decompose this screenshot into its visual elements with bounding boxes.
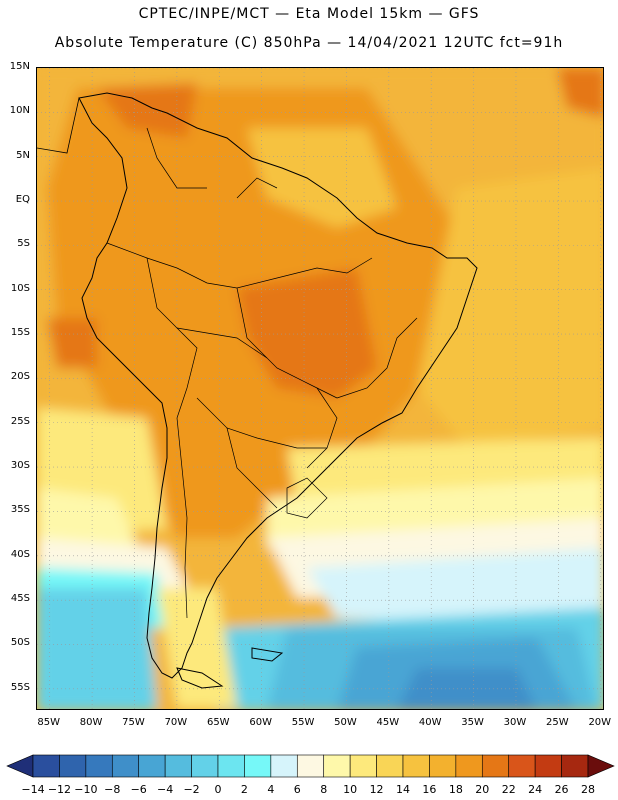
colorbar-swatch	[323, 754, 351, 778]
colorbar-swatch	[508, 754, 536, 778]
latitude-label: 15S	[10, 327, 30, 339]
colorbar-label: 6	[293, 783, 301, 796]
latitude-label: 25S	[10, 415, 30, 427]
latitude-label: 35S	[10, 504, 30, 516]
longitude-label: 75W	[122, 717, 145, 728]
longitude-label: 45W	[376, 717, 400, 728]
colorbar-label: 2	[240, 783, 248, 796]
country-borders	[106, 127, 418, 619]
longitude-label: 50W	[334, 717, 357, 728]
colorbar-label: 4	[267, 783, 275, 796]
latitude-label: 30S	[10, 460, 30, 472]
colorbar-swatch	[376, 754, 404, 778]
colorbar-swatch	[534, 754, 562, 778]
colorbar-label: −14	[21, 783, 45, 796]
colorbar-label: 16	[422, 783, 437, 796]
colorbar-label: 14	[396, 783, 410, 796]
latitude-label: 10N	[9, 105, 30, 117]
colorbar-swatch	[561, 754, 589, 778]
colorbar-swatch	[191, 754, 219, 778]
longitude-label: 85W	[37, 717, 61, 728]
longitude-label: 60W	[249, 717, 272, 728]
colorbar-swatch	[296, 754, 325, 778]
colorbar-swatch	[85, 754, 113, 778]
colorbar-label: 22	[501, 783, 516, 796]
colorbar-swatch	[349, 754, 377, 778]
chart-title-line-2: Absolute Temperature (C) 850hPa — 14/04/…	[54, 35, 564, 51]
colorbar-max-arrow	[587, 754, 615, 778]
colorbar-min-arrow	[6, 754, 34, 778]
longitude-label: 40W	[418, 717, 442, 728]
coastline	[37, 92, 478, 689]
latitude-label: 10S	[10, 282, 30, 294]
colorbar-swatch	[217, 754, 245, 778]
colorbar-swatch	[32, 754, 60, 778]
longitude-label: 25W	[546, 717, 569, 728]
colorbar-swatch	[59, 754, 87, 778]
colorbar-label: 24	[528, 783, 543, 796]
latitude-label: 50S	[10, 637, 30, 649]
colorbar-label: 20	[475, 783, 490, 796]
colorbar-label: 10	[343, 783, 358, 796]
temperature-field	[37, 68, 603, 709]
map-canvas	[37, 68, 603, 709]
colorbar-label: 8	[320, 783, 328, 796]
latitude-label: 5S	[17, 238, 30, 250]
colorbar-label: −10	[74, 783, 98, 796]
colorbar-swatch	[244, 754, 272, 778]
colorbar-label: −6	[130, 783, 147, 796]
temperature-map	[36, 67, 604, 710]
longitude-label: 65W	[206, 717, 230, 728]
colorbar-label: 26	[554, 783, 569, 796]
colorbar-label: −2	[183, 783, 200, 796]
colorbar-swatch	[270, 754, 298, 778]
latitude-label: 5N	[16, 149, 30, 161]
colorbar-label: 28	[581, 783, 595, 796]
longitude-label: 80W	[79, 717, 103, 728]
colorbar-label: −12	[47, 783, 72, 796]
longitude-label: 55W	[291, 717, 315, 728]
latitude-label: 40S	[10, 548, 30, 560]
colorbar-swatch	[111, 754, 140, 778]
colorbar	[6, 754, 615, 778]
map-gridlines	[37, 68, 603, 709]
colorbar-swatch	[402, 754, 430, 778]
colorbar-swatch	[481, 754, 510, 778]
colorbar-swatch	[138, 754, 166, 778]
colorbar-swatch	[164, 754, 192, 778]
colorbar-swatch	[455, 754, 483, 778]
colorbar-label: 18	[448, 783, 463, 796]
colorbar-label: 12	[369, 783, 384, 796]
colorbar-label: 0	[214, 783, 222, 796]
colorbar-label: −8	[104, 783, 121, 796]
longitude-label: 35W	[461, 717, 484, 728]
colorbar-swatch	[429, 754, 457, 778]
colorbar-label: −4	[157, 783, 174, 796]
latitude-label: 55S	[10, 681, 30, 693]
latitude-label: 20S	[10, 371, 30, 383]
longitude-label: 70W	[164, 717, 188, 728]
latitude-label: 15N	[9, 61, 30, 72]
latitude-label: 45S	[10, 593, 30, 605]
chart-title-line-1: CPTEC/INPE/MCT — Eta Model 15km — GFS	[138, 6, 480, 22]
latitude-label: EQ	[15, 194, 30, 206]
longitude-label: 30W	[503, 717, 527, 728]
longitude-label: 20W	[588, 717, 612, 728]
